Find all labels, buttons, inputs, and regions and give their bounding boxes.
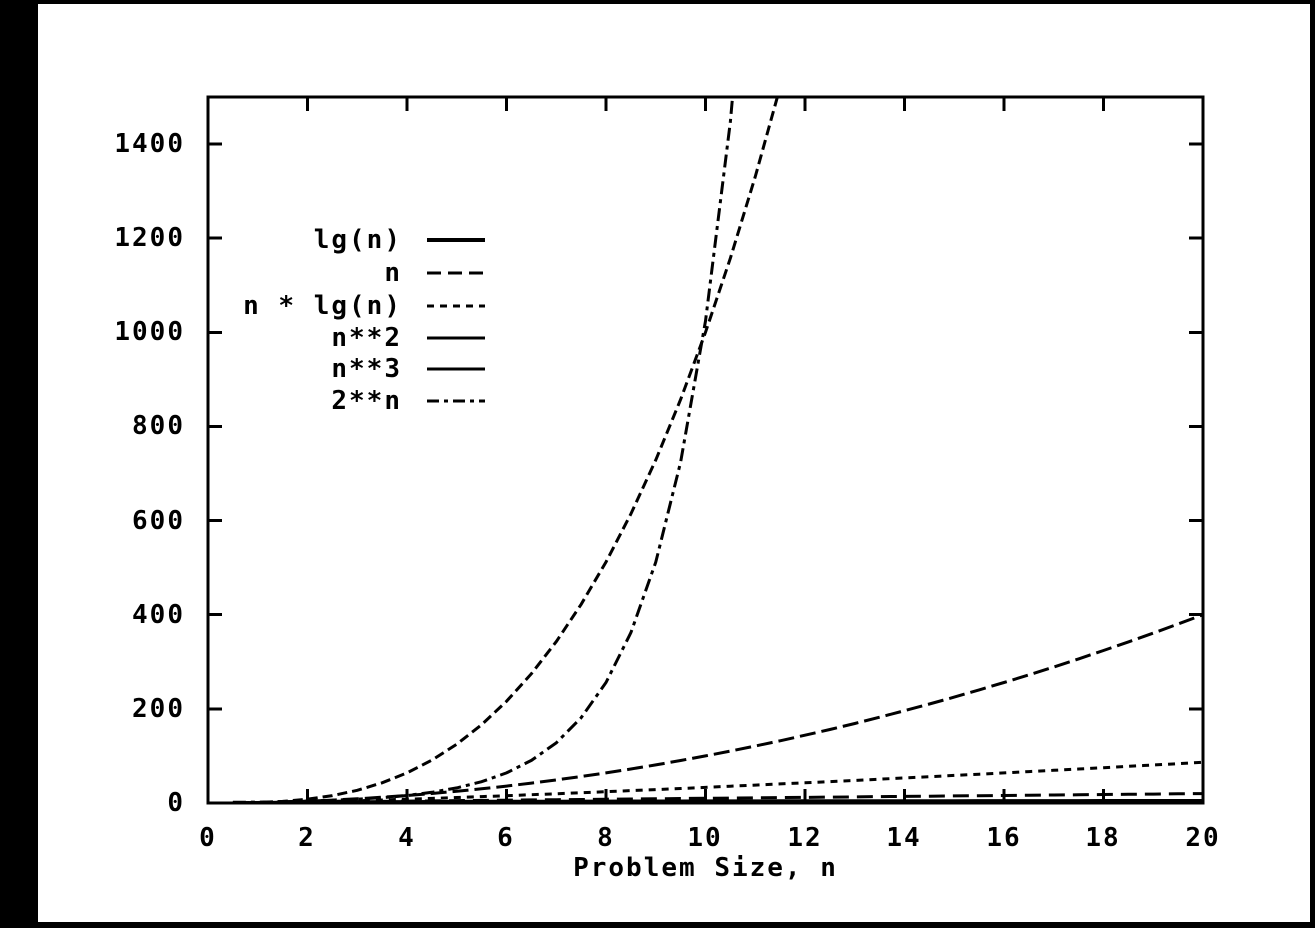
legend-label-n-sq: n**2	[331, 323, 402, 353]
x-tick-label: 4	[398, 823, 416, 853]
y-tick-label: 400	[132, 600, 185, 630]
legend-label-n-lg-n: n * lg(n)	[243, 291, 402, 321]
x-tick-label: 10	[687, 823, 723, 853]
legend-label-2-pow-n: 2**n	[331, 386, 402, 416]
curve-n * lg(n)	[232, 760, 1204, 804]
y-tick-label: 1200	[114, 223, 185, 253]
plot-frame	[206, 95, 1205, 805]
curve-n**2	[232, 613, 1204, 804]
legend-label-n-cube: n**3	[331, 354, 402, 384]
curve-lg(n)	[232, 799, 1203, 804]
x-tick-label: 16	[986, 823, 1022, 853]
x-tick-label: 12	[787, 823, 823, 853]
y-tick-label: 0	[167, 788, 185, 818]
x-tick-label: 18	[1085, 823, 1121, 853]
y-tick-label: 800	[132, 411, 185, 441]
x-tick-label: 2	[298, 823, 316, 853]
chart-canvas	[206, 95, 1205, 805]
y-tick-label: 600	[132, 506, 185, 536]
x-axis-title: Problem Size, n	[573, 853, 838, 883]
x-tick-label: 8	[597, 823, 615, 853]
x-tick-label: 14	[886, 823, 922, 853]
x-tick-label: 0	[199, 823, 217, 853]
legend-label-lg-n: lg(n)	[313, 225, 402, 255]
y-tick-label: 1400	[114, 129, 185, 159]
legend-label-n: n	[384, 258, 402, 288]
y-tick-label: 200	[132, 694, 185, 724]
curve-n	[232, 792, 1204, 804]
x-tick-label: 20	[1185, 823, 1221, 853]
y-tick-label: 1000	[114, 317, 185, 347]
x-tick-label: 6	[497, 823, 515, 853]
plot-panel: 0 200 400 600 800 1000 1200 1400 0 2 4 6…	[38, 4, 1310, 922]
